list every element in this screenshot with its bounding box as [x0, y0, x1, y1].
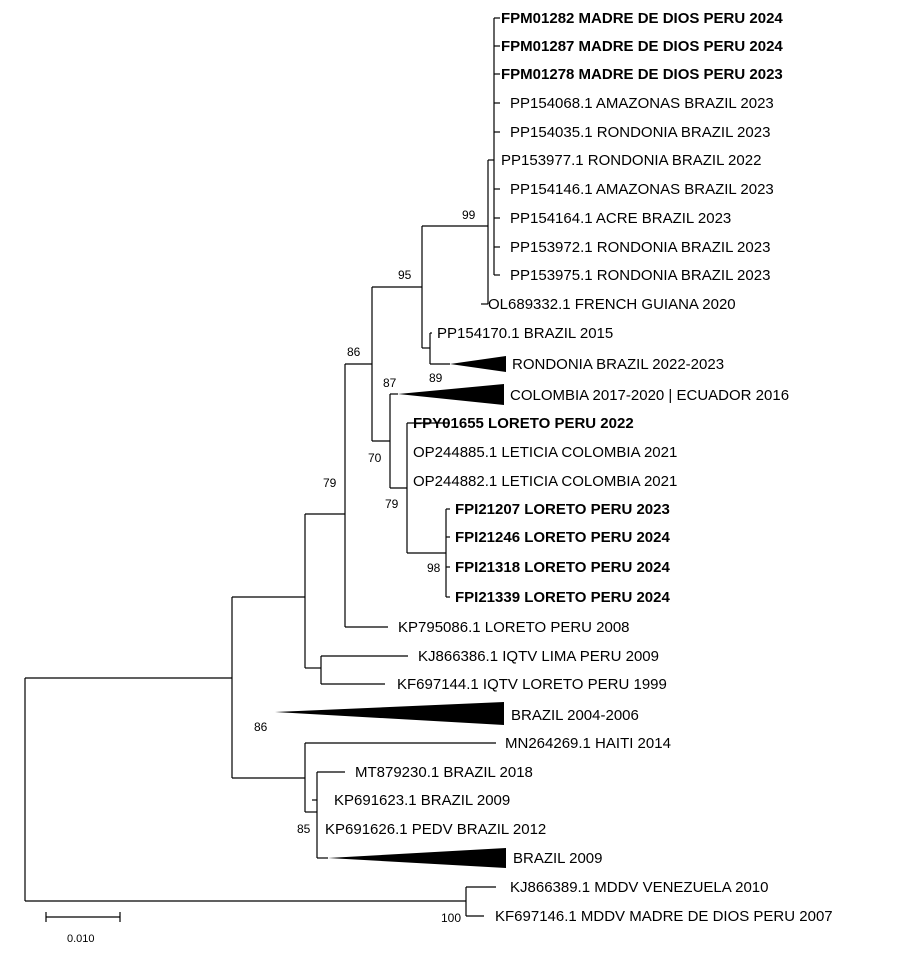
bootstrap-value: 86 — [254, 720, 268, 734]
taxon-label: FPM01278 MADRE DE DIOS PERU 2023 — [501, 66, 783, 83]
bootstrap-value: 79 — [323, 476, 337, 490]
taxon-label: FPI21339 LORETO PERU 2024 — [455, 589, 670, 606]
collapsed-clade-brazil-2004-2006 — [275, 702, 504, 725]
tree-branches — [24, 17, 500, 917]
bootstrap-value: 89 — [429, 371, 443, 385]
taxon-label: KP691623.1 BRAZIL 2009 — [334, 792, 510, 809]
bootstrap-value: 86 — [347, 345, 361, 359]
bootstrap-value: 85 — [297, 822, 311, 836]
taxon-label: PP154146.1 AMAZONAS BRAZIL 2023 — [510, 181, 774, 198]
taxon-label: FPI21318 LORETO PERU 2024 — [455, 559, 670, 576]
collapsed-clade-rondonia — [450, 356, 506, 372]
bootstrap-value: 100 — [441, 911, 461, 925]
taxon-label: OL689332.1 FRENCH GUIANA 2020 — [488, 296, 736, 313]
taxon-label: KJ866389.1 MDDV VENEZUELA 2010 — [510, 879, 768, 896]
taxon-label: FPI21207 LORETO PERU 2023 — [455, 501, 670, 518]
collapsed-clade-colombia-ecuador — [398, 384, 504, 405]
bootstrap-value: 95 — [398, 268, 412, 282]
taxon-label: PP154035.1 RONDONIA BRAZIL 2023 — [510, 124, 770, 141]
taxon-labels: FPM01282 MADRE DE DIOS PERU 2024 FPM0128… — [325, 10, 833, 925]
scale-bar: 0.010 — [45, 912, 121, 945]
taxon-label: PP153977.1 RONDONIA BRAZIL 2022 — [501, 152, 761, 169]
taxon-label: FPY01655 LORETO PERU 2022 — [413, 415, 634, 432]
collapsed-clade-brazil-2009 — [328, 848, 506, 868]
taxon-label: KF697146.1 MDDV MADRE DE DIOS PERU 2007 — [495, 908, 833, 925]
taxon-label: OP244885.1 LETICIA COLOMBIA 2021 — [413, 444, 677, 461]
bootstrap-value: 70 — [368, 451, 382, 465]
taxon-label: PP154170.1 BRAZIL 2015 — [437, 325, 613, 342]
taxon-label: FPM01282 MADRE DE DIOS PERU 2024 — [501, 10, 783, 27]
bootstrap-value: 98 — [427, 561, 441, 575]
bootstrap-values: 99 95 86 89 87 70 79 98 79 86 85 100 — [254, 208, 476, 925]
taxon-label: COLOMBIA 2017-2020 | ECUADOR 2016 — [510, 387, 789, 404]
bootstrap-value: 79 — [385, 497, 399, 511]
taxon-label: KP795086.1 LORETO PERU 2008 — [398, 619, 630, 636]
taxon-label: PP154164.1 ACRE BRAZIL 2023 — [510, 210, 731, 227]
taxon-label: MN264269.1 HAITI 2014 — [505, 735, 671, 752]
taxon-label: MT879230.1 BRAZIL 2018 — [355, 764, 533, 781]
bootstrap-value: 99 — [462, 208, 476, 222]
scale-bar-label: 0.010 — [67, 933, 95, 945]
taxon-label: FPM01287 MADRE DE DIOS PERU 2024 — [501, 38, 783, 55]
taxon-label: PP153975.1 RONDONIA BRAZIL 2023 — [510, 267, 770, 284]
taxon-label: PP153972.1 RONDONIA BRAZIL 2023 — [510, 239, 770, 256]
taxon-label: BRAZIL 2004-2006 — [511, 707, 639, 724]
taxon-label: PP154068.1 AMAZONAS BRAZIL 2023 — [510, 95, 774, 112]
taxon-label: FPI21246 LORETO PERU 2024 — [455, 529, 670, 546]
taxon-label: KP691626.1 PEDV BRAZIL 2012 — [325, 821, 546, 838]
bootstrap-value: 87 — [383, 376, 397, 390]
taxon-label: BRAZIL 2009 — [513, 850, 603, 867]
taxon-label: OP244882.1 LETICIA COLOMBIA 2021 — [413, 473, 677, 490]
taxon-label: RONDONIA BRAZIL 2022-2023 — [512, 356, 724, 373]
taxon-label: KF697144.1 IQTV LORETO PERU 1999 — [397, 676, 667, 693]
collapsed-clades — [275, 356, 506, 868]
taxon-label: KJ866386.1 IQTV LIMA PERU 2009 — [418, 648, 659, 665]
